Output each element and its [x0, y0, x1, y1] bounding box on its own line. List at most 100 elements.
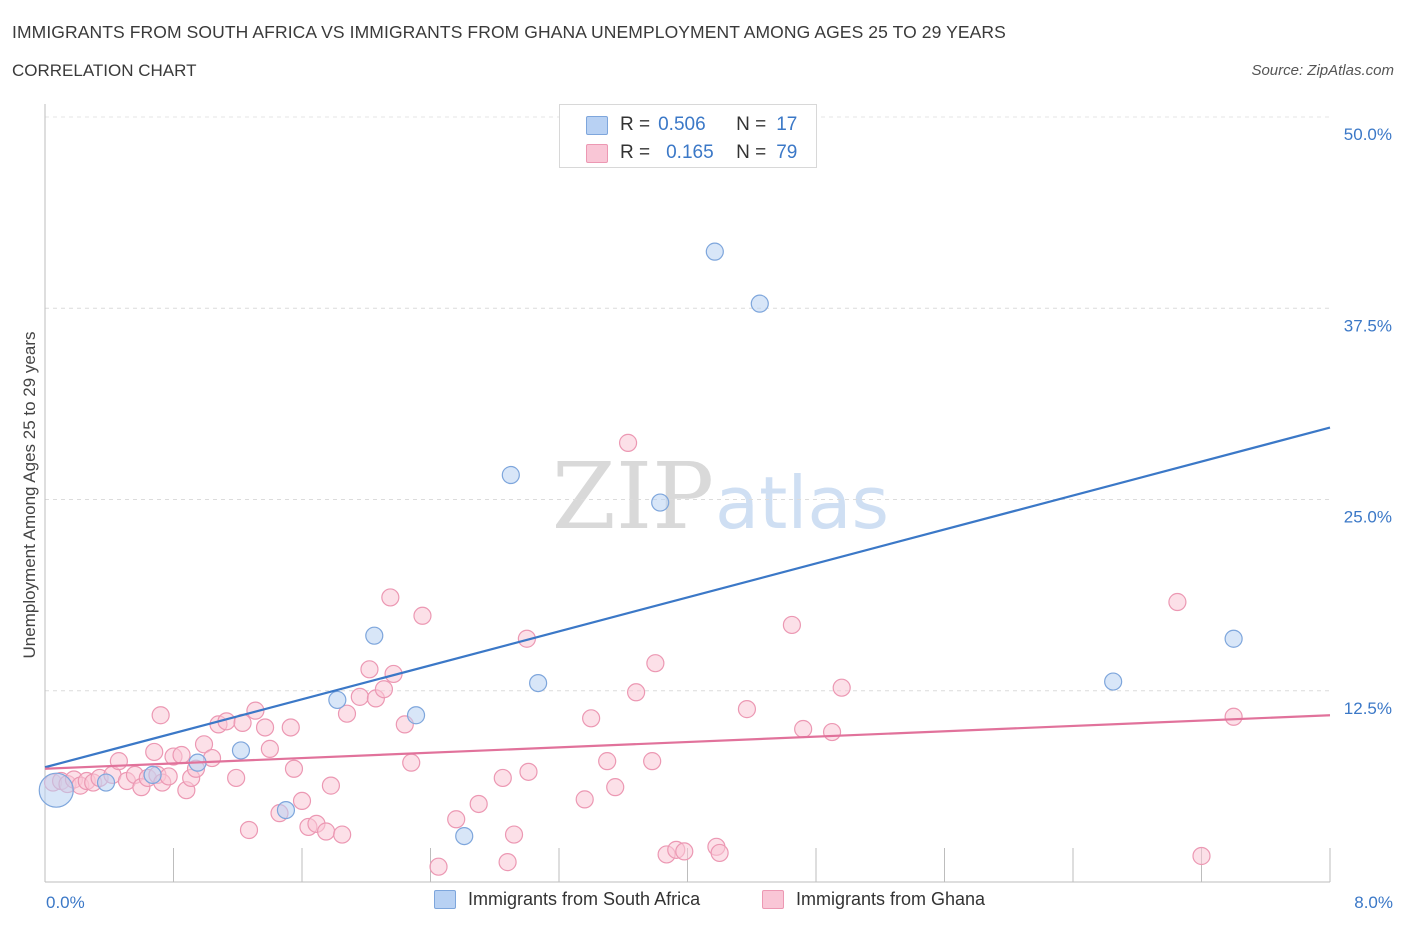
data-point: [381, 588, 400, 607]
data-point: [406, 706, 426, 725]
legend-r-label: R =: [620, 114, 651, 135]
legend-r-label: R =: [620, 142, 651, 163]
y-tick-label: 37.5%: [1344, 316, 1392, 335]
watermark-atlas: atlas: [715, 461, 889, 545]
legend-row-ghana: R = 0.165 N = 79: [586, 142, 797, 164]
legend-row-south-africa: R = 0.506 N = 17: [586, 114, 797, 136]
data-point: [145, 742, 164, 762]
x-tick-label: 8.0%: [1354, 893, 1393, 912]
data-point: [529, 673, 548, 693]
data-point: [321, 776, 341, 795]
data-point: [498, 853, 517, 872]
y-tick-label: 12.5%: [1344, 699, 1392, 718]
data-point: [255, 718, 275, 737]
data-point: [651, 493, 670, 512]
data-point: [782, 615, 802, 635]
chart-source: Source: ZipAtlas.com: [1251, 62, 1394, 79]
data-point: [260, 739, 279, 758]
data-point: [227, 768, 246, 788]
data-point: [710, 843, 729, 863]
data-point: [618, 433, 638, 452]
data-point: [504, 825, 524, 844]
data-point: [333, 825, 352, 844]
data-point: [374, 680, 394, 699]
data-point: [501, 465, 520, 485]
data-point: [316, 822, 336, 841]
data-point: [750, 294, 769, 313]
data-point: [1224, 629, 1243, 648]
chart-subtitle: CORRELATION CHART: [12, 61, 197, 80]
data-point: [328, 690, 347, 710]
trend-line: [44, 714, 1331, 770]
data-point: [794, 719, 813, 739]
series-south-africa-points: [38, 242, 1243, 846]
bottom-legend-swatch-south-africa: [434, 890, 456, 909]
data-point: [159, 767, 178, 786]
data-point: [239, 820, 259, 840]
chart-title: IMMIGRANTS FROM SOUTH AFRICA VS IMMIGRAN…: [12, 22, 1006, 42]
data-point: [705, 242, 724, 261]
bottom-legend-label-ghana: Immigrants from Ghana: [796, 889, 986, 909]
data-point: [231, 741, 251, 760]
legend-n-value: 17: [776, 114, 798, 135]
data-point: [413, 606, 432, 625]
legend-r-value: 0.506: [658, 114, 706, 135]
y-axis-label: Unemployment Among Ages 25 to 29 years: [20, 332, 39, 659]
data-point: [646, 654, 665, 673]
bottom-legend-ghana: Immigrants from Ghana: [762, 889, 985, 910]
data-point: [469, 794, 488, 814]
data-point: [96, 773, 116, 792]
data-point: [822, 722, 842, 742]
data-point: [737, 700, 757, 719]
data-point: [194, 735, 214, 754]
data-point: [455, 826, 474, 846]
data-point: [493, 768, 512, 788]
data-point: [429, 857, 448, 876]
data-point: [276, 800, 296, 820]
data-point: [360, 660, 379, 679]
bottom-legend-swatch-ghana: [762, 890, 784, 909]
data-point: [402, 753, 421, 772]
data-point: [350, 687, 369, 706]
watermark: ZIP atlas: [552, 443, 889, 550]
data-point: [643, 752, 662, 771]
data-point: [337, 704, 357, 723]
data-point: [519, 762, 538, 781]
data-point: [582, 709, 601, 728]
legend-n-label: N =: [736, 142, 767, 163]
bottom-legend-label-south-africa: Immigrants from South Africa: [468, 889, 701, 909]
data-point: [38, 772, 74, 808]
data-point: [292, 791, 312, 811]
data-point: [606, 778, 625, 797]
data-point: [598, 752, 617, 771]
data-point: [365, 626, 384, 645]
data-point: [575, 790, 594, 809]
trend-lines: [44, 426, 1331, 770]
legend-r-value: 0.165: [666, 142, 714, 163]
legend-swatch-ghana: [586, 143, 608, 163]
y-tick-label: 50.0%: [1344, 125, 1392, 144]
legend-n-value: 79: [776, 142, 798, 163]
watermark-zip: ZIP: [552, 443, 714, 550]
bottom-legend-south-africa: Immigrants from South Africa: [434, 889, 700, 910]
data-point: [1104, 672, 1123, 691]
data-point: [675, 842, 694, 861]
y-tick-labels: 12.5% 25.0% 37.5% 50.0%: [1344, 125, 1392, 718]
data-point: [109, 752, 128, 771]
trend-line: [44, 426, 1331, 769]
data-point: [151, 706, 170, 725]
legend-swatch-south-africa: [586, 115, 608, 135]
data-point: [447, 810, 466, 829]
y-tick-label: 25.0%: [1344, 508, 1392, 527]
data-point: [1168, 592, 1187, 612]
correlation-legend: R = 0.506 N = 17 R = 0.165 N = 79: [559, 104, 817, 168]
data-point: [281, 718, 300, 737]
data-point: [284, 759, 304, 778]
x-tick-labels: 0.0% 8.0%: [46, 893, 1393, 912]
data-point: [172, 745, 191, 765]
data-point: [832, 678, 851, 697]
axes: [44, 104, 1331, 883]
data-point: [626, 683, 646, 702]
legend-n-label: N =: [736, 114, 767, 135]
data-point: [1192, 846, 1211, 866]
